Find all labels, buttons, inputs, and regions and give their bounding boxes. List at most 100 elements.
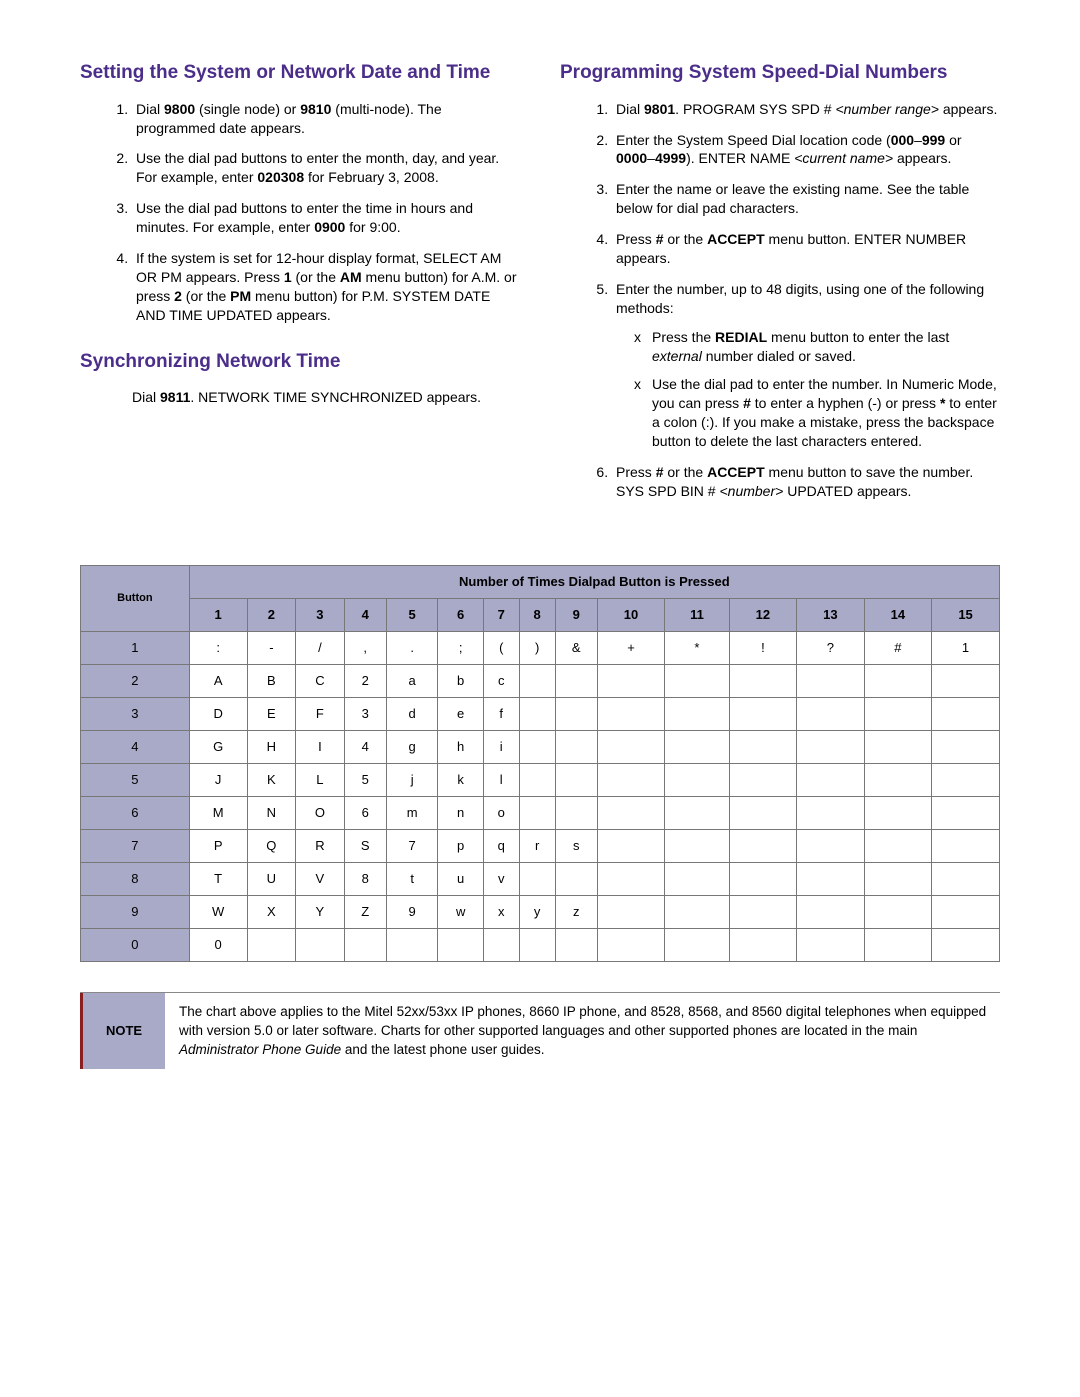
row-button-label: 0 — [81, 928, 190, 961]
table-row: 2ABC2abc — [81, 664, 1000, 697]
table-cell — [729, 697, 796, 730]
table-cell: K — [247, 763, 296, 796]
table-cell: ; — [438, 631, 483, 664]
table-cell — [665, 862, 729, 895]
table-cell: o — [483, 796, 519, 829]
table-cell — [932, 895, 1000, 928]
right-column: Programming System Speed-Dial Numbers Di… — [560, 60, 1000, 525]
table-cell — [729, 829, 796, 862]
table-cell: m — [386, 796, 438, 829]
speed-dial-steps: Dial 9801. PROGRAM SYS SPD # <number ran… — [560, 100, 1000, 501]
table-col-header: 7 — [483, 598, 519, 631]
heading-sync-time: Synchronizing Network Time — [80, 349, 520, 375]
table-cell: t — [386, 862, 438, 895]
table-cell: b — [438, 664, 483, 697]
table-cell — [296, 928, 345, 961]
table-cell: : — [189, 631, 247, 664]
list-item: Enter the number, up to 48 digits, using… — [612, 280, 1000, 451]
list-item: Use the dial pad buttons to enter the mo… — [132, 149, 520, 187]
dialpad-table: Button Number of Times Dialpad Button is… — [80, 565, 1000, 962]
table-cell: 2 — [344, 664, 386, 697]
table-cell — [864, 895, 931, 928]
table-title: Number of Times Dialpad Button is Presse… — [189, 565, 999, 598]
table-cell: - — [247, 631, 296, 664]
table-cell: * — [665, 631, 729, 664]
table-col-headers: 123456789101112131415 — [81, 598, 1000, 631]
table-cell — [555, 763, 597, 796]
table-cell: ? — [797, 631, 864, 664]
table-cell — [932, 928, 1000, 961]
table-cell: j — [386, 763, 438, 796]
table-cell — [932, 862, 1000, 895]
list-item: Enter the System Speed Dial location cod… — [612, 131, 1000, 169]
table-row: 6MNO6mno — [81, 796, 1000, 829]
table-col-header: 1 — [189, 598, 247, 631]
table-cell: h — [438, 730, 483, 763]
table-cell: T — [189, 862, 247, 895]
button-header: Button — [81, 565, 190, 631]
table-cell: 1 — [932, 631, 1000, 664]
table-cell — [797, 862, 864, 895]
table-cell — [797, 763, 864, 796]
table-cell — [797, 730, 864, 763]
table-col-header: 6 — [438, 598, 483, 631]
table-cell — [519, 796, 555, 829]
table-row: 00 — [81, 928, 1000, 961]
table-cell: H — [247, 730, 296, 763]
row-button-label: 7 — [81, 829, 190, 862]
table-cell — [597, 862, 664, 895]
table-cell — [597, 730, 664, 763]
table-col-header: 12 — [729, 598, 796, 631]
sub-methods-list: Press the REDIAL menu button to enter th… — [616, 328, 1000, 451]
table-cell — [555, 730, 597, 763]
list-item: Enter the name or leave the existing nam… — [612, 180, 1000, 218]
table-cell — [555, 697, 597, 730]
heading-speed-dial: Programming System Speed-Dial Numbers — [560, 60, 1000, 86]
table-cell: A — [189, 664, 247, 697]
table-cell — [665, 829, 729, 862]
table-cell — [665, 763, 729, 796]
table-col-header: 10 — [597, 598, 664, 631]
table-cell: / — [296, 631, 345, 664]
table-cell: 0 — [189, 928, 247, 961]
table-cell — [665, 895, 729, 928]
table-cell: e — [438, 697, 483, 730]
table-cell — [597, 796, 664, 829]
table-cell: O — [296, 796, 345, 829]
table-cell — [797, 664, 864, 697]
row-button-label: 2 — [81, 664, 190, 697]
heading-set-date-time: Setting the System or Network Date and T… — [80, 60, 520, 86]
table-cell: F — [296, 697, 345, 730]
table-cell — [665, 928, 729, 961]
table-cell — [597, 895, 664, 928]
list-item: Press # or the ACCEPT menu button to sav… — [612, 463, 1000, 501]
table-cell — [247, 928, 296, 961]
table-cell — [597, 697, 664, 730]
table-cell — [932, 763, 1000, 796]
table-cell: , — [344, 631, 386, 664]
table-cell — [729, 928, 796, 961]
table-cell — [519, 697, 555, 730]
table-cell — [797, 829, 864, 862]
table-cell: E — [247, 697, 296, 730]
table-cell — [555, 928, 597, 961]
table-cell — [519, 664, 555, 697]
table-cell: Q — [247, 829, 296, 862]
table-cell — [729, 664, 796, 697]
table-cell: + — [597, 631, 664, 664]
table-cell — [932, 796, 1000, 829]
list-item: Dial 9800 (single node) or 9810 (multi-n… — [132, 100, 520, 138]
table-cell: R — [296, 829, 345, 862]
table-cell — [597, 664, 664, 697]
table-cell — [864, 763, 931, 796]
table-cell — [519, 763, 555, 796]
table-row: 7PQRS7pqrs — [81, 829, 1000, 862]
table-cell: c — [483, 664, 519, 697]
table-cell: & — [555, 631, 597, 664]
row-button-label: 5 — [81, 763, 190, 796]
table-cell: I — [296, 730, 345, 763]
table-cell: C — [296, 664, 345, 697]
table-col-header: 3 — [296, 598, 345, 631]
table-cell — [555, 664, 597, 697]
table-cell — [729, 796, 796, 829]
